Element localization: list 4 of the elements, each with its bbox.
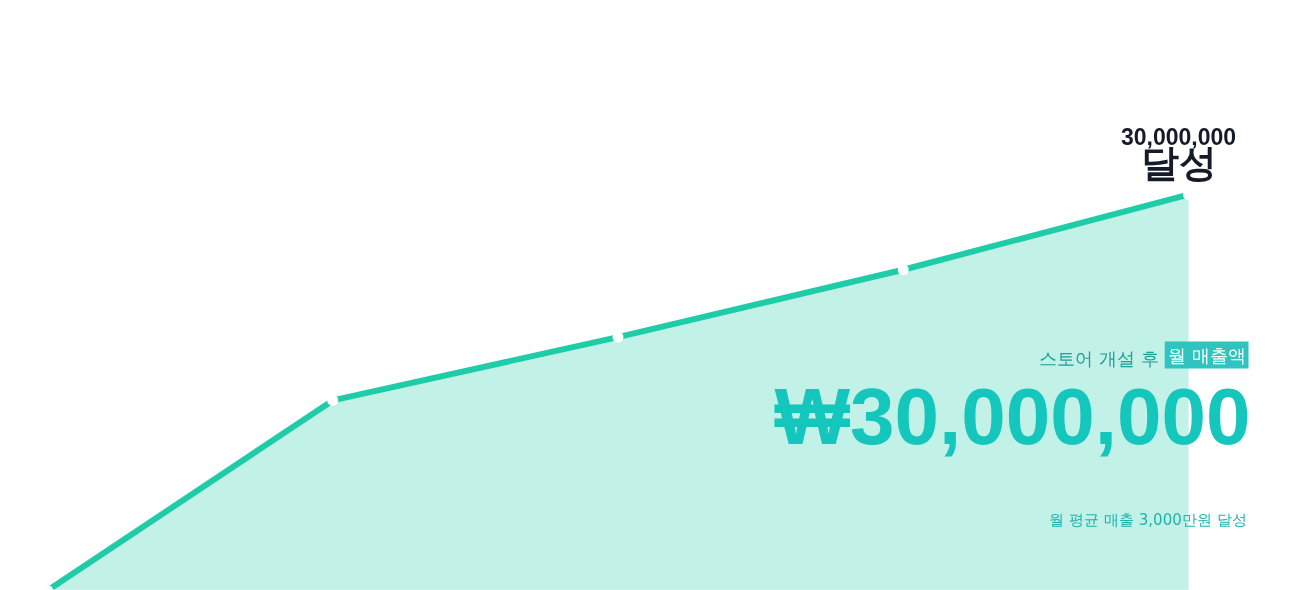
annotation: 월 매출액 <box>1167 344 1246 366</box>
annotation: 월 평균 매출 3,000만원 달성 <box>1049 510 1247 529</box>
annotation: ₩30,000,000 <box>774 371 1251 461</box>
annotation: 스토어 개설 후 <box>1039 347 1159 369</box>
